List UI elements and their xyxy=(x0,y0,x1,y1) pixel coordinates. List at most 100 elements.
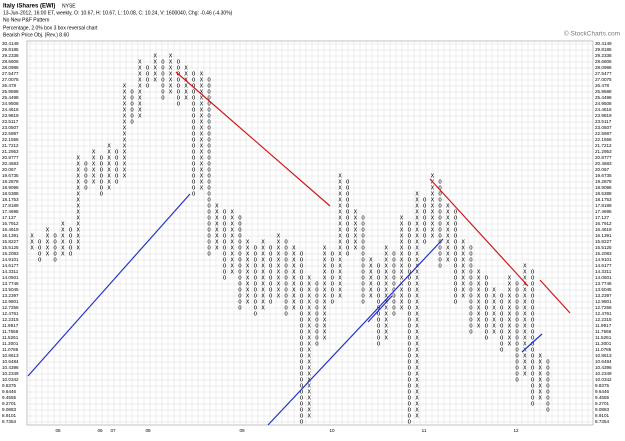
x-box: X xyxy=(415,360,419,366)
o-box: O xyxy=(207,240,211,246)
o-box: O xyxy=(300,294,304,300)
x-box: X xyxy=(523,294,527,300)
x-box: X xyxy=(446,216,450,222)
x-box: X xyxy=(200,120,204,126)
o-box: O xyxy=(485,300,489,306)
x-box: X xyxy=(323,246,327,252)
x-box: X xyxy=(200,180,204,186)
x-box: X xyxy=(30,246,34,252)
x-box: X xyxy=(292,300,296,306)
x-box: X xyxy=(369,270,373,276)
o-box: O xyxy=(269,300,273,306)
x-box: X xyxy=(77,216,81,222)
x-box: X xyxy=(400,294,404,300)
x-box: X xyxy=(385,264,389,270)
o-box: O xyxy=(331,300,335,306)
x-box: X xyxy=(123,156,127,162)
o-box: O xyxy=(254,306,258,312)
x-box: X xyxy=(462,246,466,252)
x-box: X xyxy=(308,372,312,378)
o-box: O xyxy=(408,288,412,294)
y-tick-label-right: 26.478 xyxy=(595,83,609,88)
y-tick-label-right: 16.7912 xyxy=(595,221,612,226)
o-box: O xyxy=(500,342,504,348)
o-box: O xyxy=(254,276,258,282)
o-box: O xyxy=(408,396,412,402)
x-box: X xyxy=(539,360,543,366)
o-box: O xyxy=(254,288,258,294)
x-box: X xyxy=(431,210,435,216)
x-box: X xyxy=(415,396,419,402)
x-box: X xyxy=(523,336,527,342)
y-tick-label: 12.2315 xyxy=(2,317,19,322)
o-box: O xyxy=(423,204,427,210)
x-box: X xyxy=(385,330,389,336)
o-box: O xyxy=(546,402,550,408)
x-box: X xyxy=(154,66,158,72)
o-box: O xyxy=(192,150,196,156)
y-tick-label: 9.6446 xyxy=(2,389,16,394)
x-box: X xyxy=(338,276,342,282)
y-tick-label-right: 27.0075 xyxy=(595,77,612,82)
y-tick-label-right: 9.6446 xyxy=(595,389,609,394)
x-box: X xyxy=(277,240,281,246)
o-box: O xyxy=(515,306,519,312)
o-box: O xyxy=(531,354,535,360)
y-tick-label: 18.5388 xyxy=(2,191,19,196)
o-box: O xyxy=(438,258,442,264)
x-box: X xyxy=(385,276,389,282)
x-box: X xyxy=(400,264,404,270)
y-tick-label-right: 17.4695 xyxy=(595,209,612,214)
y-tick-label: 29.8185 xyxy=(2,47,19,52)
o-box: O xyxy=(531,366,535,372)
y-tick-label-right: 10.8613 xyxy=(595,353,612,358)
o-box: O xyxy=(438,252,442,258)
x-box: X xyxy=(492,324,496,330)
x-box: X xyxy=(508,276,512,282)
plot-frame xyxy=(26,40,594,426)
o-box: O xyxy=(300,372,304,378)
y-tick-label-right: 18.1753 xyxy=(595,197,612,202)
x-tick-label: 12 xyxy=(513,428,519,433)
o-box: O xyxy=(531,276,535,282)
o-box: O xyxy=(192,156,196,162)
o-box: O xyxy=(392,270,396,276)
x-box: X xyxy=(123,102,127,108)
o-box: O xyxy=(531,395,535,401)
o-box: O xyxy=(515,366,519,372)
x-box: X xyxy=(415,318,419,324)
o-box: O xyxy=(408,366,412,372)
o-box: O xyxy=(531,383,535,389)
y-tick-label-right: 21.2953 xyxy=(595,149,612,154)
subtitle: 13-Jun-2012, 16:00 ET, weekly, O: 10.67,… xyxy=(3,10,233,16)
o-box: O xyxy=(438,264,442,270)
y-tick-label-right: 12.4761 xyxy=(595,311,612,316)
x-box: X xyxy=(400,306,404,312)
o-box: O xyxy=(207,168,211,174)
x-box: X xyxy=(400,246,404,252)
y-tick-label: 9.0883 xyxy=(2,407,16,412)
y-tick-label: 16.7912 xyxy=(2,221,19,226)
x-box: X xyxy=(338,204,342,210)
x-box: X xyxy=(215,240,219,246)
y-tick-label: 22.1556 xyxy=(2,137,19,142)
o-box: O xyxy=(300,366,304,372)
x-box: X xyxy=(308,318,312,324)
x-box: X xyxy=(415,246,419,252)
credit: © StockCharts.com xyxy=(564,30,620,38)
y-tick-label-right: 12.7256 xyxy=(595,305,612,310)
x-box: X xyxy=(431,192,435,198)
x-box: X xyxy=(431,204,435,210)
o-box: O xyxy=(69,234,73,240)
x-box: X xyxy=(323,276,327,282)
x-box: X xyxy=(92,168,96,174)
o-box: O xyxy=(377,312,381,318)
o-box: O xyxy=(254,246,258,252)
